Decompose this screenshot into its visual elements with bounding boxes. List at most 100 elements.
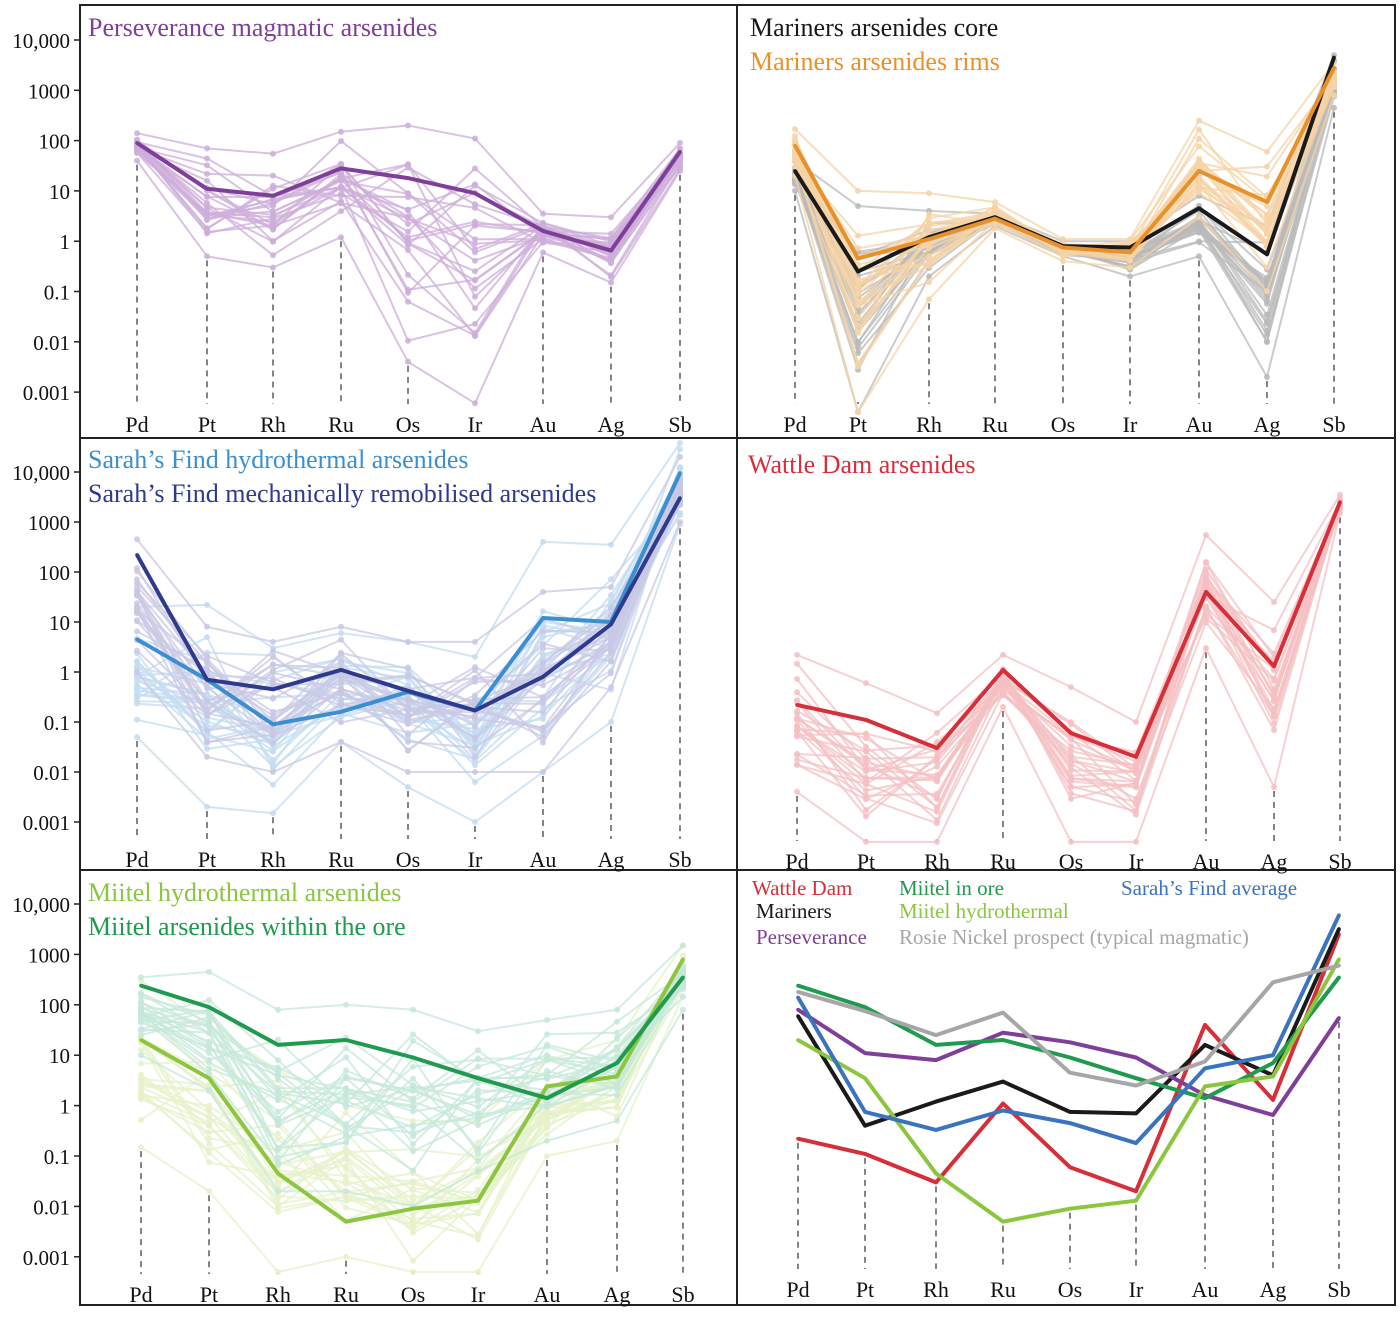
sample-point — [1196, 214, 1202, 221]
sample-point — [472, 320, 478, 327]
sample-point — [934, 748, 940, 755]
sample-point — [275, 1130, 281, 1137]
sample-point — [204, 623, 210, 630]
sample-point — [138, 1094, 144, 1101]
series-point — [609, 248, 613, 253]
sample-point — [270, 769, 276, 775]
sample-point — [405, 697, 411, 704]
series-point — [678, 150, 682, 154]
sample-point — [614, 1096, 620, 1103]
y-tick-label: 100 — [39, 561, 71, 585]
sample-point — [680, 965, 686, 972]
sample-point — [794, 788, 800, 795]
sample-point — [1068, 684, 1074, 691]
series-point — [1265, 200, 1269, 204]
y-tick-label: 0.001 — [23, 1246, 70, 1270]
sample-point — [275, 1203, 281, 1210]
sample-point — [275, 1036, 281, 1043]
series-point — [1203, 1066, 1207, 1071]
sample-point — [1196, 126, 1202, 133]
sample-point — [926, 219, 932, 226]
sample-point — [472, 762, 478, 769]
sample-point — [138, 1071, 144, 1078]
sample-point — [405, 358, 411, 365]
series-point — [1271, 980, 1275, 985]
sample-point — [410, 1215, 416, 1222]
sample-point — [1264, 288, 1270, 295]
sample-point — [794, 761, 800, 768]
series-point — [1068, 1070, 1072, 1075]
x-tick-label-Rh: Rh — [923, 1277, 949, 1302]
sample-point — [343, 1085, 349, 1092]
sample-point — [540, 658, 546, 665]
series-point — [1203, 1043, 1207, 1047]
sample-point — [475, 1028, 481, 1035]
sample-point — [614, 1006, 620, 1013]
series-point — [863, 1123, 867, 1128]
sample-point — [608, 236, 614, 243]
sample-point — [1264, 231, 1270, 238]
sample-point — [472, 293, 478, 300]
sample-point — [270, 638, 276, 645]
series-point — [476, 1076, 480, 1080]
sample-point — [540, 694, 546, 701]
series-point — [863, 1009, 867, 1013]
sample-point — [134, 588, 140, 594]
sample-point — [1068, 736, 1074, 743]
sample-point — [677, 464, 683, 470]
y-tick-label: 100 — [39, 994, 71, 1018]
y-tick-label: 100 — [39, 130, 71, 154]
x-tick-label-Ir: Ir — [1129, 1277, 1144, 1302]
x-tick-label-Rh: Rh — [260, 847, 286, 872]
series-point — [615, 1074, 619, 1079]
y-tick-label: 0.1 — [44, 1145, 70, 1169]
series-point — [1265, 252, 1269, 257]
sample-point — [270, 781, 276, 788]
series-point — [1203, 1084, 1207, 1089]
sample-point — [472, 758, 478, 765]
sample-point — [206, 1114, 212, 1121]
series-point — [1203, 1059, 1207, 1064]
sample-point — [855, 283, 861, 290]
series-point — [1001, 668, 1005, 672]
series-point — [1068, 1040, 1072, 1045]
series-point — [207, 1005, 211, 1009]
sample-point — [863, 813, 869, 820]
sample-point — [614, 1081, 620, 1088]
x-tick-label-Pd: Pd — [783, 412, 806, 437]
sample-point — [270, 810, 276, 817]
sample-point — [204, 655, 210, 662]
sample-point — [405, 161, 411, 168]
sample-point — [275, 1108, 281, 1115]
sample-point — [134, 604, 140, 611]
sample-point — [855, 339, 861, 346]
sample-point — [540, 588, 546, 595]
sample-point — [1264, 148, 1270, 155]
sample-point — [544, 1124, 550, 1131]
sample-point — [270, 708, 276, 715]
sample-point — [934, 778, 940, 785]
sample-point — [608, 658, 614, 665]
sample-point — [138, 1117, 144, 1123]
sample-point — [792, 150, 798, 157]
sample-point — [1068, 783, 1074, 790]
sample-point — [338, 658, 344, 665]
sample-point — [204, 193, 210, 200]
sample-point — [270, 252, 276, 259]
sample-point — [343, 1094, 349, 1101]
sample-point — [540, 645, 546, 652]
series-point — [863, 1110, 867, 1114]
sample-point — [614, 1018, 620, 1025]
series-point — [1271, 1053, 1275, 1057]
sample-point — [540, 538, 546, 545]
x-tick-label-Os: Os — [396, 847, 420, 872]
sample-point — [338, 686, 344, 693]
sample-point — [204, 170, 210, 177]
sample-point — [275, 1072, 281, 1079]
series-point — [793, 169, 797, 173]
series-point — [271, 722, 275, 727]
sample-point — [1203, 645, 1209, 652]
sample-point — [410, 1102, 416, 1109]
series-point — [681, 975, 685, 980]
sample-point — [338, 636, 344, 643]
